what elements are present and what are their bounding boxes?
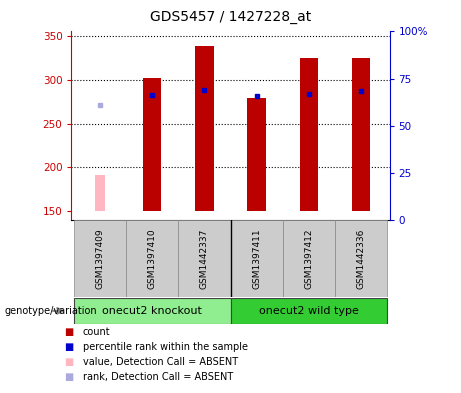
Bar: [195, 46, 213, 211]
Text: ■: ■: [65, 372, 74, 382]
Bar: [74, 220, 126, 297]
Text: GSM1397411: GSM1397411: [252, 228, 261, 289]
Bar: [178, 220, 230, 297]
Text: GSM1442336: GSM1442336: [356, 228, 366, 288]
Bar: [283, 220, 335, 297]
Text: onecut2 wild type: onecut2 wild type: [259, 306, 359, 316]
Text: percentile rank within the sample: percentile rank within the sample: [83, 342, 248, 352]
Bar: [248, 98, 266, 211]
Bar: [230, 298, 387, 324]
Text: GSM1397412: GSM1397412: [304, 228, 313, 288]
Bar: [335, 220, 387, 297]
Text: rank, Detection Call = ABSENT: rank, Detection Call = ABSENT: [83, 372, 233, 382]
Bar: [352, 58, 370, 211]
Text: genotype/variation: genotype/variation: [5, 306, 97, 316]
Text: count: count: [83, 327, 111, 337]
Bar: [143, 78, 161, 211]
Text: GSM1397409: GSM1397409: [95, 228, 105, 289]
Bar: [230, 220, 283, 297]
Bar: [126, 220, 178, 297]
Bar: [74, 298, 230, 324]
Text: GSM1442337: GSM1442337: [200, 228, 209, 288]
Text: ■: ■: [65, 327, 74, 337]
Bar: [300, 58, 318, 211]
Text: GSM1397410: GSM1397410: [148, 228, 157, 289]
Text: value, Detection Call = ABSENT: value, Detection Call = ABSENT: [83, 357, 238, 367]
Text: GDS5457 / 1427228_at: GDS5457 / 1427228_at: [150, 10, 311, 24]
Text: ■: ■: [65, 342, 74, 352]
Bar: [95, 175, 105, 211]
Text: onecut2 knockout: onecut2 knockout: [102, 306, 202, 316]
Text: ■: ■: [65, 357, 74, 367]
